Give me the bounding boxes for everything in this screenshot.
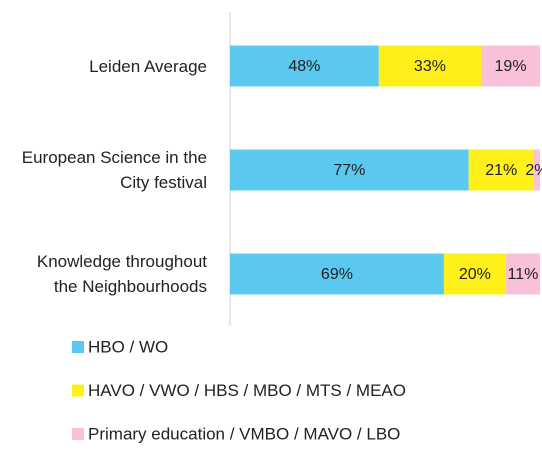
bar-segment	[443, 253, 506, 295]
data-label: 33%	[414, 58, 446, 75]
data-label: 21%	[485, 162, 517, 179]
bar-segment	[505, 253, 540, 295]
category-label: European Science in the City festival	[21, 148, 207, 192]
legend-swatch	[72, 428, 84, 440]
legend-swatch	[72, 341, 84, 353]
data-label: 77%	[333, 162, 365, 179]
data-label: 11%	[508, 266, 539, 283]
bar-segment	[378, 45, 482, 87]
category-label: Knowledge throughout the Neighbourhoods	[36, 252, 207, 296]
category-label: Leiden Average	[89, 56, 207, 76]
bar-segment	[230, 45, 379, 87]
bar-segment	[533, 149, 540, 191]
bar-segment	[468, 149, 534, 191]
legend-label: Primary education / VMBO / MAVO / LBO	[88, 424, 400, 443]
data-label: 2%	[525, 162, 542, 179]
data-label: 19%	[495, 58, 527, 75]
legend-label: HBO / WO	[88, 337, 168, 356]
bar-segment	[481, 45, 540, 87]
data-label: 48%	[288, 58, 320, 75]
data-label: 69%	[321, 266, 353, 283]
bar-segment	[230, 149, 469, 191]
legend-swatch	[72, 384, 84, 397]
legend-label: HAVO / VWO / HBS / MBO / MTS / MEAO	[88, 381, 406, 400]
bar-segment	[230, 253, 444, 295]
data-label: 20%	[459, 266, 491, 283]
